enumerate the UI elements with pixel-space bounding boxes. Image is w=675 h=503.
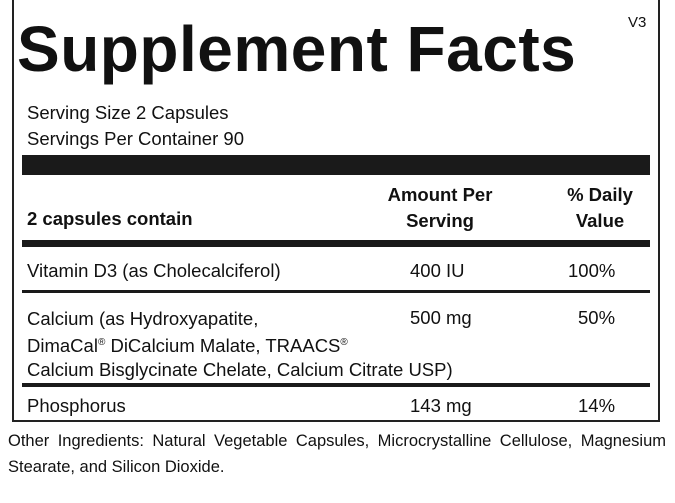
registered-mark: ® [97, 337, 106, 348]
header-dv: % Daily Value [545, 182, 655, 234]
header-divider [22, 240, 650, 247]
header-dv-line2: Value [575, 210, 625, 231]
header-dv-line1: % Daily [567, 184, 633, 205]
page-title: Supplement Facts [17, 13, 577, 85]
nutrient-dv: 50% [578, 307, 616, 328]
serving-size: Serving Size 2 Capsules [27, 102, 229, 123]
nutrient-name: Calcium (as Hydroxyapatite, DimaCal® DiCa… [27, 307, 453, 382]
servings-per-container: Servings Per Container 90 [27, 128, 244, 149]
nutrient-name: Vitamin D3 (as Cholecalciferol) [27, 260, 281, 281]
nutrient-name: Phosphorus [27, 395, 126, 416]
facts-panel [12, 0, 660, 422]
row-divider [22, 290, 650, 293]
nutrient-dv: 100% [568, 260, 616, 281]
row-divider [22, 383, 650, 387]
name-line3: Calcium Bisglycinate Chelate, Calcium Ci… [27, 359, 453, 380]
header-amount: Amount Per Serving [370, 182, 510, 234]
thick-divider [22, 155, 650, 175]
header-amount-line2: Serving [406, 210, 474, 231]
nutrient-dv: 14% [578, 395, 616, 416]
header-amount-line1: Amount Per [387, 184, 493, 205]
name-line2a: DimaCal [27, 335, 98, 356]
header-contain: 2 capsules contain [27, 208, 193, 229]
nutrient-amount: 143 mg [410, 395, 472, 416]
name-line2b: DiCalcium Malate, TRAACS [105, 335, 341, 356]
nutrient-amount: 500 mg [410, 307, 472, 328]
other-ingredients: Other Ingredients: Natural Vegetable Cap… [8, 432, 666, 476]
version-label: V3 [628, 14, 647, 31]
registered-mark: ® [340, 337, 348, 348]
name-line1: Calcium (as Hydroxyapatite, [27, 308, 259, 329]
nutrient-amount: 400 IU [410, 260, 465, 281]
